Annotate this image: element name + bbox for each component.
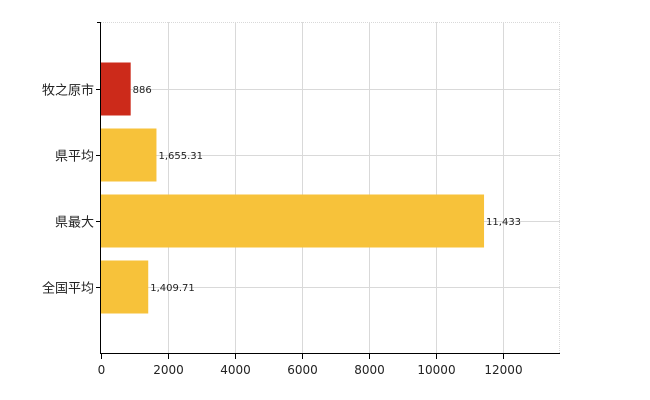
axes: [96, 22, 560, 359]
data-label: 1,655.31: [158, 151, 203, 162]
x-tick-label: 6000: [287, 363, 318, 377]
category-label: 全国平均: [42, 281, 94, 297]
grid-lines: [101, 22, 560, 354]
category-label: 県平均: [55, 150, 94, 165]
bar: [101, 260, 149, 314]
x-tick-label: 2000: [153, 363, 184, 377]
bars: [101, 62, 485, 314]
x-tick-label: 0: [98, 363, 106, 377]
bar: [101, 62, 131, 116]
x-tick-label: 12000: [484, 363, 522, 377]
x-tick-label: 10000: [417, 363, 455, 377]
bar: [101, 128, 157, 182]
data-label: 886: [133, 85, 152, 96]
bar: [101, 194, 485, 248]
x-tick-label: 8000: [354, 363, 385, 377]
category-label: 牧之原市: [42, 83, 94, 99]
data-label: 11,433: [486, 217, 521, 228]
category-label: 県最大: [55, 216, 94, 231]
x-tick-label: 4000: [220, 363, 251, 377]
data-label: 1,409.71: [150, 283, 195, 294]
